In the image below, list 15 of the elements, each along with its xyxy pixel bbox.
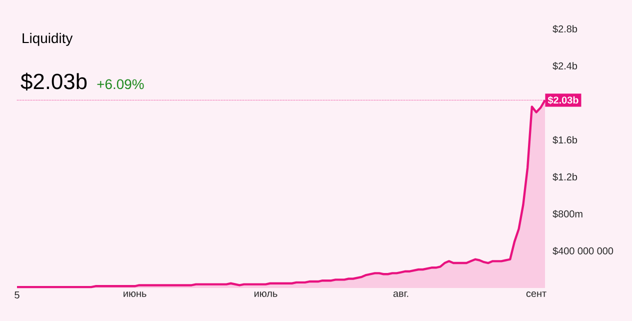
x-tick-label: 5: [14, 292, 20, 298]
x-tick-label: июнь: [124, 292, 146, 297]
y-tick-label: $1.2b: [552, 172, 578, 182]
x-tick-label: июль: [254, 292, 278, 297]
y-tick-label: $2.8b: [552, 24, 578, 34]
y-tick-label: $2.4b: [552, 62, 578, 70]
x-tick-label: авг.: [393, 292, 408, 297]
y-tick-label: $800m: [552, 210, 582, 218]
ref-line-label: $2.03b: [548, 96, 578, 104]
y-tick-label: $1.6b: [552, 136, 578, 144]
x-tick-label: сент: [526, 292, 546, 297]
annotation: +6.09%: [97, 79, 144, 90]
chart-title: Liquidity: [22, 32, 73, 46]
text: $2.03b: [20, 72, 87, 91]
y-tick-label: $400 000 000: [552, 246, 614, 256]
